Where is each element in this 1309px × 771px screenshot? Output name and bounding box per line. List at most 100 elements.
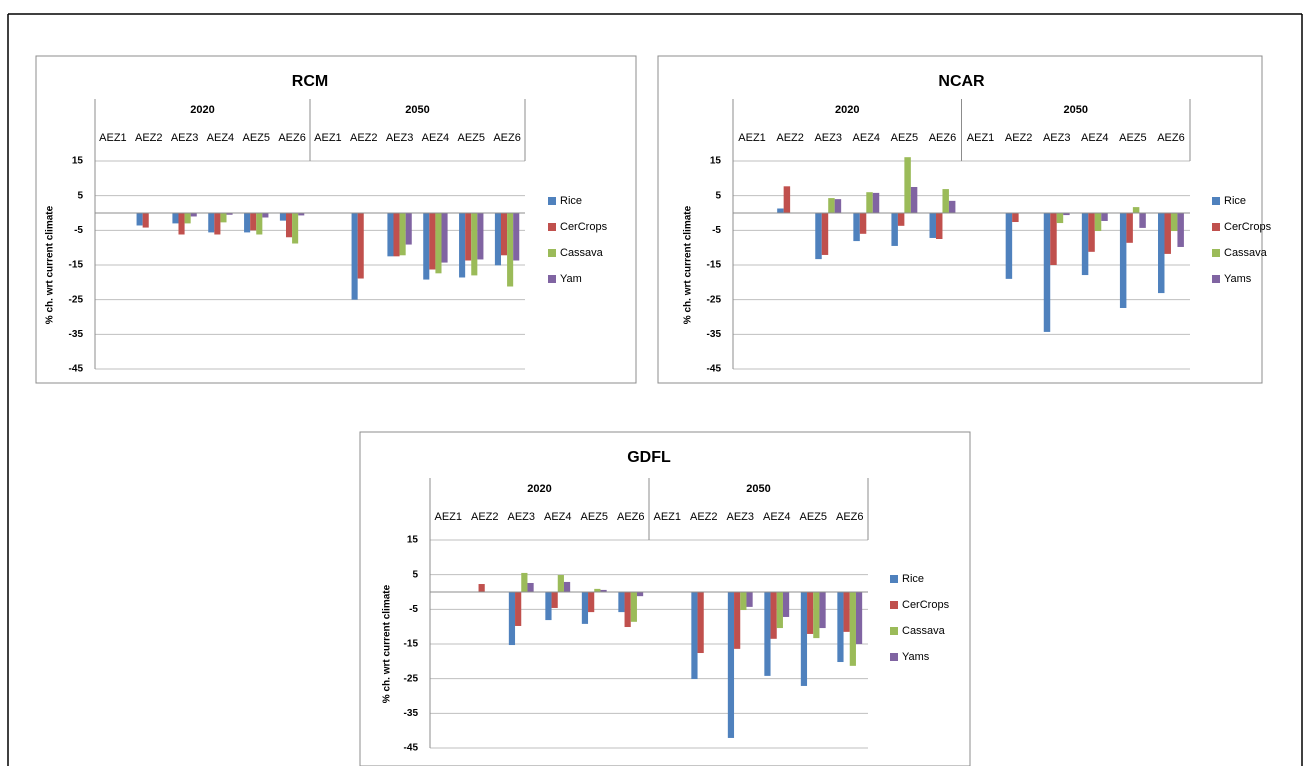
bar — [545, 592, 552, 621]
x-tick-label: AEZ2 — [690, 511, 718, 523]
bar — [214, 213, 221, 235]
y-tick-label: -15 — [69, 260, 84, 271]
x-tick-label: AEZ2 — [471, 511, 499, 523]
bar — [351, 213, 358, 300]
y-tick-label: -15 — [404, 639, 419, 650]
bar — [557, 575, 564, 592]
bar — [821, 213, 829, 255]
chart: GDFL 15 5 -5 -15 -25 -35 -45 % ch. wrt current c… — [359, 431, 971, 767]
bar — [508, 592, 516, 646]
bar — [521, 572, 528, 592]
chart: NCAR 15 5 -5 -15 -25 -35 -45 % ch. wrt current c… — [657, 55, 1272, 384]
bar — [770, 592, 777, 639]
x-tick-label: AEZ1 — [314, 132, 342, 144]
bar — [815, 213, 822, 260]
y-tick-label: -45 — [69, 364, 84, 375]
bar — [478, 584, 485, 592]
legend-swatch — [548, 249, 556, 257]
y-tick-label: -5 — [409, 604, 418, 615]
bar — [1043, 213, 1051, 332]
legend-swatch — [1212, 197, 1220, 205]
y-tick-label: -45 — [404, 743, 419, 754]
bar — [190, 213, 197, 217]
bar — [178, 213, 185, 235]
bar — [136, 213, 143, 226]
y-tick-label: -15 — [707, 260, 722, 271]
bar — [1101, 213, 1108, 221]
bar — [423, 213, 430, 280]
bar — [636, 592, 644, 597]
legend-label: Rice — [902, 573, 924, 585]
x-tick-label: AEZ5 — [799, 511, 827, 523]
x-tick-label: AEZ3 — [1043, 132, 1071, 144]
bar — [1119, 213, 1127, 308]
bar — [624, 592, 631, 628]
bar — [727, 592, 735, 738]
bar — [471, 213, 478, 276]
x-tick-label: AEZ1 — [738, 132, 766, 144]
bar — [1139, 213, 1146, 228]
y-tick-label: -25 — [69, 294, 84, 305]
bar — [429, 213, 436, 270]
bar — [1050, 213, 1057, 265]
bar — [208, 213, 215, 233]
bar — [435, 213, 442, 274]
x-tick-label: AEZ4 — [544, 511, 572, 523]
bar — [855, 592, 863, 644]
bar — [563, 581, 571, 592]
group-label: 2050 — [405, 104, 429, 116]
bar — [897, 213, 905, 226]
bar — [904, 157, 911, 213]
y-tick-label: -35 — [707, 329, 722, 340]
chart: RCM 15 5 -5 -15 -25 -35 -45 % ch. wrt current cl… — [35, 55, 637, 384]
legend-swatch — [890, 653, 898, 661]
legend-label: Cassava — [902, 625, 946, 637]
bar — [279, 213, 286, 221]
x-tick-label: AEZ6 — [929, 132, 957, 144]
chart-title: NCAR — [938, 73, 985, 90]
legend-label: Rice — [1224, 195, 1246, 207]
bar — [807, 592, 814, 634]
legend-swatch — [890, 601, 898, 609]
bar — [494, 213, 501, 266]
bar — [507, 213, 514, 287]
x-tick-label: AEZ1 — [653, 511, 681, 523]
bar — [746, 592, 753, 607]
bar — [515, 592, 522, 626]
bar — [1012, 213, 1019, 223]
chart-title: GDFL — [627, 449, 671, 466]
bar — [1158, 213, 1165, 294]
y-tick-label: 5 — [77, 190, 83, 201]
bar — [292, 213, 299, 244]
bar — [891, 213, 898, 246]
legend-label: CerCrops — [560, 221, 608, 233]
legend-swatch — [1212, 275, 1220, 283]
x-tick-label: AEZ4 — [422, 132, 450, 144]
bar — [1132, 207, 1140, 213]
x-tick-label: AEZ2 — [350, 132, 378, 144]
y-axis-label: % ch. wrt current climate — [382, 584, 393, 703]
bar — [929, 213, 936, 238]
bar — [734, 592, 741, 649]
legend-label: Cassava — [1224, 247, 1268, 259]
legend-label: Yam — [560, 273, 582, 285]
bar — [782, 592, 790, 617]
legend-label: Yams — [1224, 273, 1252, 285]
x-tick-label: AEZ6 — [278, 132, 306, 144]
x-tick-label: AEZ5 — [891, 132, 919, 144]
y-tick-label: -35 — [69, 329, 84, 340]
y-tick-label: -35 — [404, 708, 419, 719]
chart-box — [35, 55, 637, 384]
bar — [783, 186, 791, 213]
bar — [262, 213, 269, 218]
legend-swatch — [1212, 223, 1220, 231]
bar — [1005, 213, 1013, 279]
bar — [618, 592, 625, 613]
legend-swatch — [890, 575, 898, 583]
chart-box — [359, 431, 971, 767]
x-tick-label: AEZ4 — [763, 511, 791, 523]
bar — [740, 592, 747, 611]
y-tick-label: 5 — [412, 569, 418, 580]
